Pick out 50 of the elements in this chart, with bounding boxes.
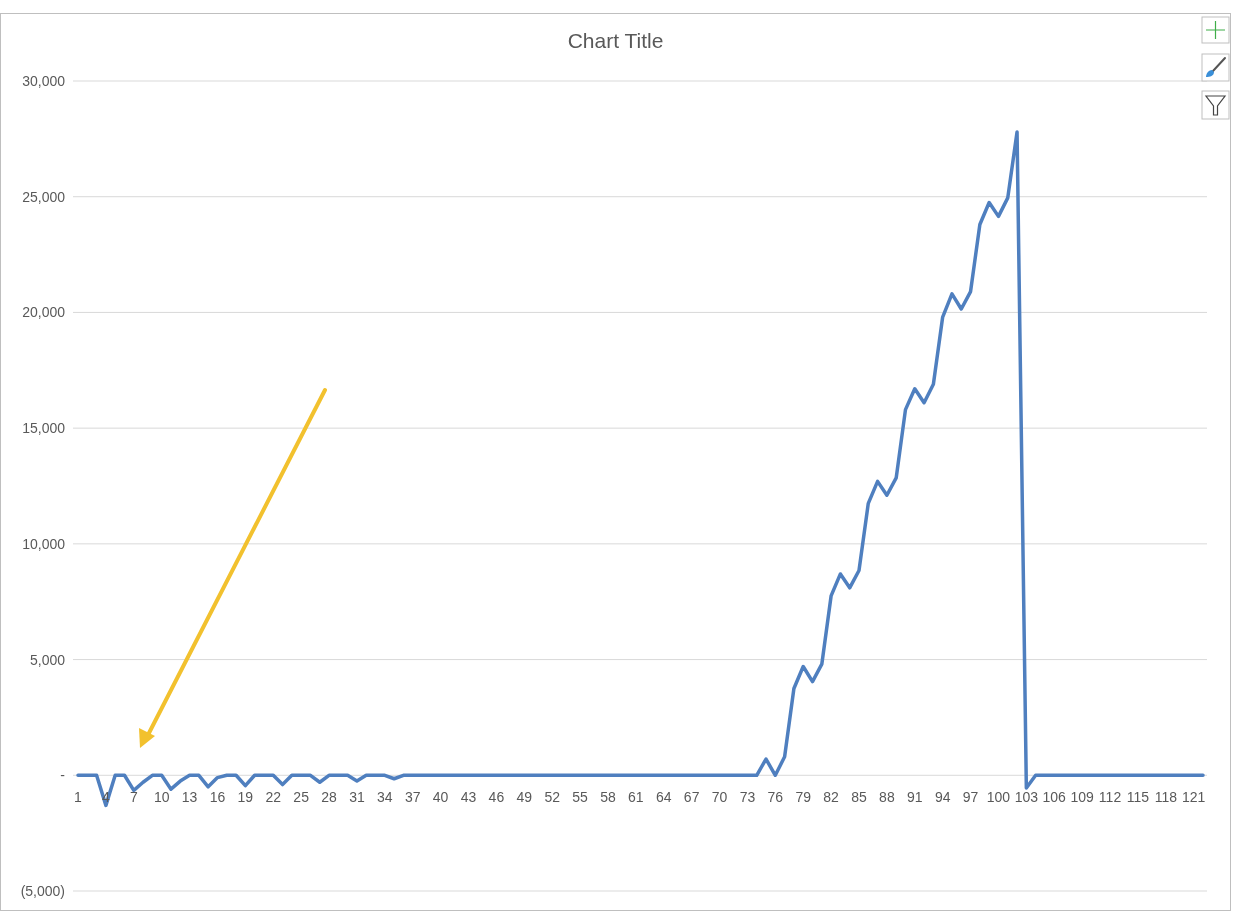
x-tick-label: 100 xyxy=(986,789,1011,806)
x-tick-label: 73 xyxy=(739,789,756,806)
x-tick-label: 112 xyxy=(1098,789,1122,806)
y-tick-label: 20,000 xyxy=(22,304,66,321)
x-tick-label: 58 xyxy=(600,789,616,806)
x-tick-label: 118 xyxy=(1154,789,1178,806)
x-tick-label: 97 xyxy=(962,789,979,806)
x-tick-label: 82 xyxy=(823,789,840,806)
chart-title: Chart Title xyxy=(566,29,665,53)
x-tick-label: 1 xyxy=(74,789,83,806)
x-tick-label: 67 xyxy=(683,789,700,806)
x-tick-label: 103 xyxy=(1014,789,1039,806)
x-tick-label: 64 xyxy=(655,789,672,806)
x-tick-label: 46 xyxy=(488,789,505,806)
x-tick-label: 109 xyxy=(1070,789,1095,806)
x-tick-label: 49 xyxy=(516,789,533,806)
x-tick-label: 7 xyxy=(129,789,138,806)
line-series xyxy=(76,130,1205,808)
x-tick-label: 28 xyxy=(321,789,338,806)
x-tick-label: 16 xyxy=(209,789,226,806)
x-tick-label: 55 xyxy=(572,789,589,806)
y-tick-label: 25,000 xyxy=(22,188,66,205)
x-tick-label: 37 xyxy=(404,789,421,806)
x-tick-label: 25 xyxy=(293,789,310,806)
x-tick-label: 34 xyxy=(377,789,393,806)
y-tick-label: 30,000 xyxy=(22,72,66,89)
x-tick-label: 10 xyxy=(153,789,170,806)
x-tick-label: 76 xyxy=(767,789,784,806)
x-tick-label: 91 xyxy=(906,789,923,806)
x-tick-label: 106 xyxy=(1042,789,1067,806)
x-tick-label: 22 xyxy=(265,789,282,806)
x-tick-label: 19 xyxy=(237,789,254,806)
x-tick-label: 61 xyxy=(628,789,644,806)
y-tick-label: - xyxy=(60,767,66,784)
x-tick-label: 31 xyxy=(349,789,365,806)
y-tick-label: 15,000 xyxy=(22,420,66,437)
y-tick-label: (5,000) xyxy=(20,882,65,899)
x-tick-label: 70 xyxy=(711,789,728,806)
x-tick-label: 79 xyxy=(795,789,812,806)
x-tick-label: 94 xyxy=(934,789,951,806)
x-tick-label: 13 xyxy=(181,789,198,806)
x-tick-label: 43 xyxy=(460,789,477,806)
x-tick-label: 40 xyxy=(432,789,449,806)
y-tick-label: 5,000 xyxy=(29,651,66,668)
x-tick-label: 115 xyxy=(1126,789,1150,806)
x-tick-label: 88 xyxy=(879,789,895,806)
x-tick-label: 52 xyxy=(544,789,561,806)
x-tick-label: 121 xyxy=(1182,789,1206,806)
y-tick-label: 10,000 xyxy=(22,535,66,552)
x-tick-label: 85 xyxy=(851,789,867,806)
